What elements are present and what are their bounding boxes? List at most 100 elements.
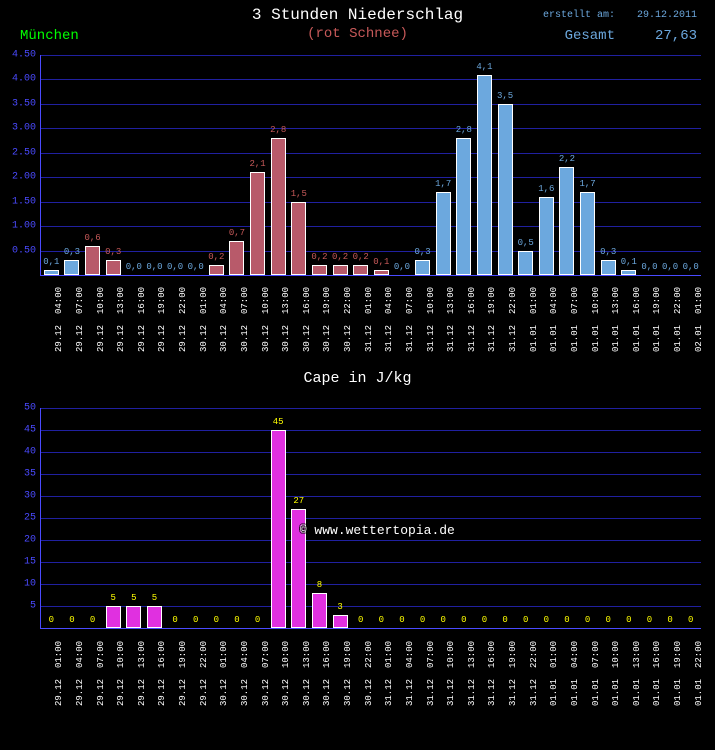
- xtick-date: 31.12: [529, 679, 539, 706]
- xtick-date: 29.12: [116, 679, 126, 706]
- xtick-date: 29.12: [157, 325, 167, 352]
- ytick-label: 30: [0, 491, 36, 502]
- xtick-date: 01.01: [549, 325, 559, 352]
- gridline: [41, 408, 701, 409]
- xtick-date: 29.12: [54, 679, 64, 706]
- xtick-time: 01:00: [529, 287, 539, 314]
- xtick-date: 31.12: [487, 325, 497, 352]
- location-label: München: [20, 28, 79, 44]
- bar-value-label: 0: [90, 615, 95, 625]
- xtick-date: 31.12: [467, 325, 477, 352]
- xtick-time: 13:00: [467, 641, 477, 668]
- gridline: [41, 79, 701, 80]
- created-date: 29.12.2011: [637, 10, 697, 21]
- bar-value-label: 1,7: [579, 179, 595, 189]
- xtick-time: 10:00: [281, 641, 291, 668]
- xtick-time: 19:00: [508, 641, 518, 668]
- total-value: 27,63: [655, 28, 697, 44]
- xtick-date: 31.12: [467, 679, 477, 706]
- ytick-label: 50: [0, 403, 36, 414]
- xtick-time: 16:00: [632, 287, 642, 314]
- bar-value-label: 0,5: [518, 238, 534, 248]
- bar-value-label: 0,2: [332, 252, 348, 262]
- xtick-date: 31.12: [426, 679, 436, 706]
- chart-bar: [250, 172, 265, 275]
- xtick-date: 29.12: [75, 679, 85, 706]
- bar-value-label: 45: [273, 417, 284, 427]
- xtick-date: 01.01: [694, 679, 704, 706]
- bar-value-label: 0,0: [683, 262, 699, 272]
- ytick-label: 25: [0, 513, 36, 524]
- xtick-date: 31.12: [405, 679, 415, 706]
- bar-value-label: 0,1: [621, 257, 637, 267]
- xtick-time: 07:00: [75, 287, 85, 314]
- xtick-time: 10:00: [96, 287, 106, 314]
- bar-value-label: 0: [234, 615, 239, 625]
- bar-value-label: 2,8: [270, 125, 286, 135]
- ytick-label: 2.50: [0, 147, 36, 158]
- bar-value-label: 3,5: [497, 91, 513, 101]
- bar-value-label: 0,3: [64, 247, 80, 257]
- bar-value-label: 0: [585, 615, 590, 625]
- gridline: [41, 540, 701, 541]
- bar-value-label: 0,2: [311, 252, 327, 262]
- xtick-date: 01.01: [632, 679, 642, 706]
- xtick-date: 31.12: [487, 679, 497, 706]
- xtick-time: 19:00: [157, 287, 167, 314]
- xtick-date: 31.12: [426, 325, 436, 352]
- xtick-date: 01.01: [673, 325, 683, 352]
- chart-bar: [539, 197, 554, 275]
- watermark-text: www.wettertopia.de: [314, 523, 454, 538]
- watermark: © www.wettertopia.de: [300, 523, 455, 538]
- xtick-time: 07:00: [426, 641, 436, 668]
- xtick-date: 30.12: [240, 325, 250, 352]
- bar-value-label: 0: [564, 615, 569, 625]
- xtick-time: 01:00: [219, 641, 229, 668]
- xtick-date: 29.12: [96, 679, 106, 706]
- ytick-label: 3.00: [0, 123, 36, 134]
- gridline: [41, 55, 701, 56]
- copyright-icon: ©: [300, 525, 307, 537]
- xtick-date: 30.12: [302, 679, 312, 706]
- bar-value-label: 0: [379, 615, 384, 625]
- xtick-date: 02.01: [694, 325, 704, 352]
- xtick-time: 10:00: [591, 287, 601, 314]
- ytick-label: 35: [0, 469, 36, 480]
- xtick-date: 29.12: [116, 325, 126, 352]
- ytick-label: 3.50: [0, 98, 36, 109]
- chart-bar: [147, 606, 162, 628]
- xtick-date: 30.12: [199, 325, 209, 352]
- gridline: [41, 496, 701, 497]
- gridline: [41, 226, 701, 227]
- xtick-time: 04:00: [54, 287, 64, 314]
- bar-value-label: 0,6: [84, 233, 100, 243]
- gridline: [41, 562, 701, 563]
- bar-value-label: 0,0: [662, 262, 678, 272]
- chart-header: 3 Stunden Niederschlag (rot Schnee) Münc…: [0, 0, 715, 50]
- total-label: Gesamt: [565, 28, 615, 44]
- gridline: [41, 104, 701, 105]
- chart-bar: [415, 260, 430, 275]
- bar-value-label: 0: [420, 615, 425, 625]
- xtick-date: 30.12: [302, 325, 312, 352]
- bar-value-label: 0: [544, 615, 549, 625]
- gridline: [41, 430, 701, 431]
- chart-bar: [291, 202, 306, 275]
- xtick-time: 13:00: [611, 287, 621, 314]
- xtick-date: 30.12: [219, 325, 229, 352]
- xtick-date: 31.12: [446, 679, 456, 706]
- xtick-date: 29.12: [137, 679, 147, 706]
- gridline: [41, 518, 701, 519]
- xtick-date: 30.12: [281, 325, 291, 352]
- bar-value-label: 0,0: [394, 262, 410, 272]
- xtick-date: 01.01: [591, 325, 601, 352]
- xtick-date: 30.12: [343, 679, 353, 706]
- bar-value-label: 0,7: [229, 228, 245, 238]
- xtick-date: 30.12: [261, 325, 271, 352]
- bar-value-label: 0,0: [146, 262, 162, 272]
- gridline: [41, 177, 701, 178]
- bar-value-label: 2,2: [559, 154, 575, 164]
- chart-bar: [601, 260, 616, 275]
- bar-value-label: 0: [523, 615, 528, 625]
- ytick-label: 10: [0, 579, 36, 590]
